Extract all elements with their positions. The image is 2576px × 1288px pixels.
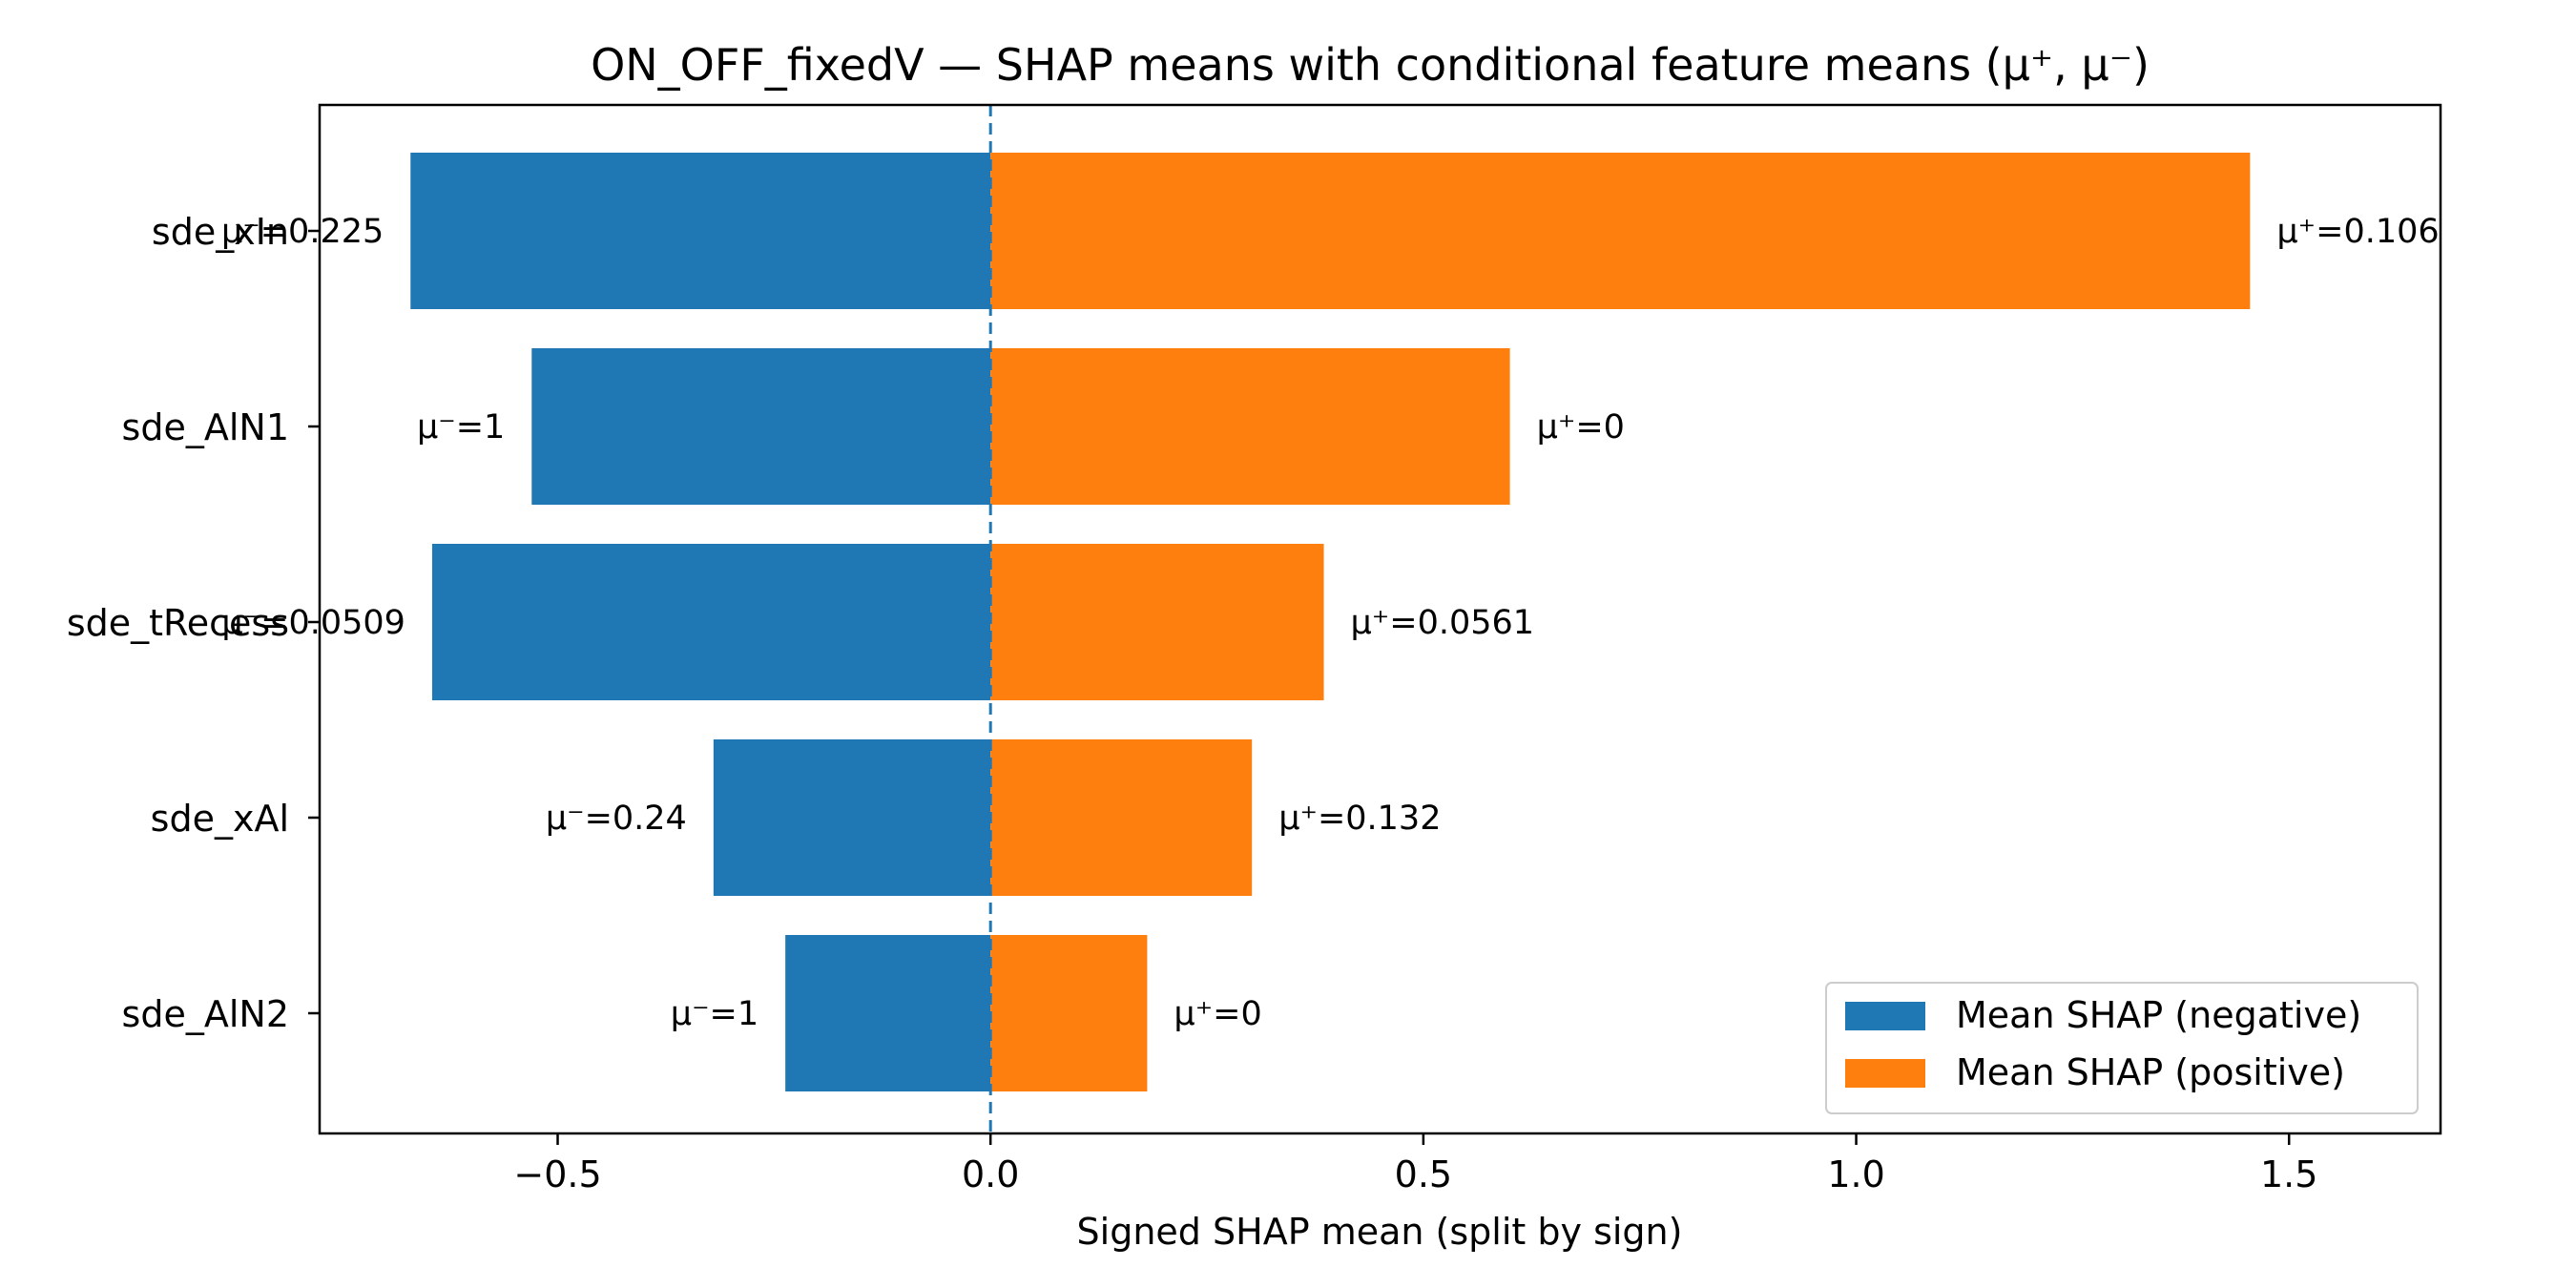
bar-positive-sde_AlN2 [990, 935, 1148, 1091]
bars-layer [410, 153, 2251, 1091]
bar-label-negative-sde_xAl: μ⁻=0.24 [546, 800, 687, 838]
y-axis: sde_xIn sde_AlN1 sde_tRecess sde_xAl sde_AlN… [67, 211, 320, 1035]
bar-label-positive-sde_xIn: μ⁺=0.106 [2276, 213, 2439, 251]
bar-labels-layer: μ⁻=0.225 μ⁻=1 μ⁻=0.0509 μ⁻=0.24 μ⁻=1 μ⁺=0.106… [221, 213, 2440, 1033]
bar-negative-sde_xAl [713, 739, 991, 896]
bar-negative-sde_xIn [410, 153, 991, 309]
bar-positive-sde_xAl [990, 739, 1253, 896]
bar-label-negative-sde_AlN1: μ⁻=1 [417, 408, 505, 447]
legend-swatch-positive [1845, 1059, 1925, 1088]
legend-frame [1825, 982, 2419, 1114]
x-tick-label: 1.5 [2260, 1153, 2317, 1195]
bar-positive-sde_xIn [990, 153, 2251, 309]
x-tick-label: 1.0 [1827, 1153, 1884, 1195]
bar-negative-sde_tRecess [431, 544, 991, 700]
bar-label-positive-sde_xAl: μ⁺=0.132 [1278, 800, 1441, 838]
legend-label-positive: Mean SHAP (positive) [1956, 1051, 2345, 1093]
bar-label-positive-sde_AlN1: μ⁺=0 [1537, 408, 1625, 447]
bar-label-positive-sde_AlN2: μ⁺=0 [1174, 995, 1261, 1033]
x-axis-label: Signed SHAP mean (split by sign) [1077, 1211, 1683, 1253]
bar-positive-sde_AlN1 [990, 348, 1510, 505]
bar-positive-sde_tRecess [990, 544, 1324, 700]
y-tick-label: sde_xAl [151, 798, 289, 840]
x-axis: −0.5 0.0 0.5 1.0 1.5 [513, 1133, 2317, 1195]
x-tick-label: 0.0 [962, 1153, 1019, 1195]
bar-label-negative-sde_AlN2: μ⁻=1 [671, 995, 758, 1033]
legend-swatch-negative [1845, 1002, 1925, 1030]
bar-label-negative-sde_xIn: μ⁻=0.225 [221, 213, 384, 251]
x-tick-label: 0.5 [1395, 1153, 1452, 1195]
plot-frame [318, 103, 2442, 1135]
chart-title: ON_OFF_fixedV — SHAP means with conditio… [591, 39, 2150, 91]
bar-label-negative-sde_tRecess: μ⁻=0.0509 [221, 604, 405, 642]
legend: Mean SHAP (negative) Mean SHAP (positive… [1825, 982, 2419, 1114]
y-tick-label: sde_AlN1 [122, 406, 289, 448]
y-tick-label: sde_tRecess [67, 602, 289, 644]
legend-label-negative: Mean SHAP (negative) [1956, 994, 2361, 1036]
y-tick-label: sde_xIn [152, 211, 289, 253]
bar-label-positive-sde_tRecess: μ⁺=0.0561 [1351, 604, 1535, 642]
y-tick-label: sde_AlN2 [122, 993, 289, 1035]
x-tick-label: −0.5 [513, 1153, 601, 1195]
bar-negative-sde_AlN2 [785, 935, 991, 1091]
bar-negative-sde_AlN1 [531, 348, 991, 505]
